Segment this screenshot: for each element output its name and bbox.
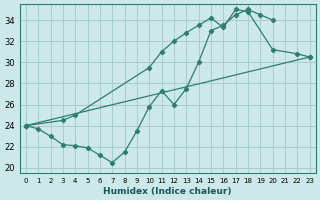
- X-axis label: Humidex (Indice chaleur): Humidex (Indice chaleur): [103, 187, 232, 196]
